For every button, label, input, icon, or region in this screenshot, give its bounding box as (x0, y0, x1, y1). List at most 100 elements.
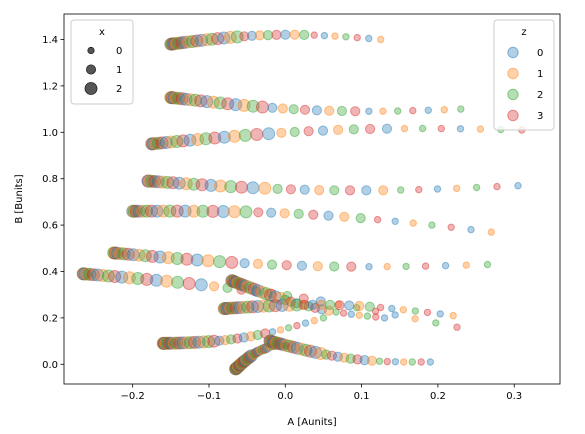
data-point (296, 260, 307, 271)
data-point (202, 335, 216, 349)
data-point (312, 261, 323, 272)
data-point (253, 346, 264, 357)
data-point (436, 310, 444, 318)
data-point (260, 328, 271, 339)
data-point (355, 311, 363, 319)
data-point (152, 136, 165, 150)
data-point (257, 344, 268, 355)
data-point (280, 294, 291, 306)
data-point (196, 204, 210, 218)
data-point (169, 91, 183, 105)
data-point (140, 272, 154, 286)
data-point (206, 95, 220, 109)
data-point (354, 300, 365, 312)
data-point (205, 32, 219, 46)
data-point (409, 219, 417, 227)
data-point (307, 299, 318, 310)
data-point (182, 35, 196, 49)
data-point (391, 217, 399, 226)
data-point (187, 177, 201, 191)
data-point (251, 286, 262, 297)
data-point (159, 336, 173, 350)
data-point (230, 361, 244, 375)
data-point (229, 361, 243, 375)
data-point (259, 287, 273, 301)
data-point (150, 204, 164, 218)
data-point (423, 308, 432, 317)
data-point (299, 343, 313, 357)
data-point (388, 304, 396, 313)
y-tick-label: 1.2 (42, 81, 58, 92)
data-point (353, 304, 361, 312)
color-legend: z 0 1 2 3 (493, 19, 555, 131)
data-point (293, 208, 304, 219)
data-point (156, 336, 170, 350)
data-point (115, 270, 129, 284)
color-legend-title: z (521, 27, 526, 38)
data-point (309, 345, 322, 359)
data-point (107, 246, 121, 260)
data-point (381, 123, 393, 134)
data-point (363, 312, 372, 320)
data-point (402, 262, 410, 271)
data-point (365, 123, 376, 135)
data-point (243, 350, 257, 364)
data-point (331, 32, 339, 40)
data-point (238, 332, 249, 343)
data-point (165, 336, 179, 350)
data-point (226, 301, 240, 315)
data-point (232, 333, 243, 344)
data-point (383, 357, 391, 366)
data-point (172, 91, 186, 105)
data-point (271, 29, 282, 41)
data-point (229, 362, 243, 376)
data-point (200, 33, 214, 47)
data-point (178, 35, 192, 49)
data-point (149, 137, 163, 150)
data-point (227, 205, 241, 219)
data-point (159, 136, 173, 149)
data-point (190, 34, 204, 48)
data-point (383, 262, 391, 271)
data-point (230, 30, 244, 44)
data-point (293, 321, 301, 330)
data-point (228, 129, 241, 143)
data-point (295, 342, 308, 356)
data-point (239, 205, 253, 219)
data-point (278, 342, 287, 350)
data-point (91, 268, 105, 282)
data-point (421, 262, 430, 270)
data-point (353, 33, 361, 42)
data-point (149, 273, 163, 287)
data-point (365, 34, 373, 43)
data-point (80, 267, 94, 281)
data-point (334, 300, 343, 309)
data-point (411, 315, 419, 323)
data-point (391, 358, 400, 366)
data-point (326, 350, 337, 361)
data-point (334, 300, 345, 311)
data-point (190, 253, 204, 267)
data-point (252, 329, 263, 341)
data-point (233, 301, 247, 315)
data-point (280, 339, 294, 352)
data-point (167, 336, 181, 350)
data-point (251, 347, 262, 358)
y-axis-ticks: 0.0 0.2 0.4 0.6 0.8 1.0 1.2 1.4 (42, 35, 64, 371)
data-point (276, 326, 285, 334)
data-point (440, 106, 448, 114)
data-point (122, 271, 136, 285)
data-point (237, 98, 251, 112)
data-point (145, 204, 158, 218)
data-point (200, 95, 214, 109)
data-point (289, 29, 300, 40)
data-point (172, 176, 186, 190)
data-point (246, 30, 257, 41)
data-point (236, 284, 247, 295)
data-point (127, 204, 141, 218)
data-point (155, 175, 169, 189)
data-point (394, 107, 402, 115)
data-point (147, 137, 161, 151)
data-point (221, 301, 235, 315)
